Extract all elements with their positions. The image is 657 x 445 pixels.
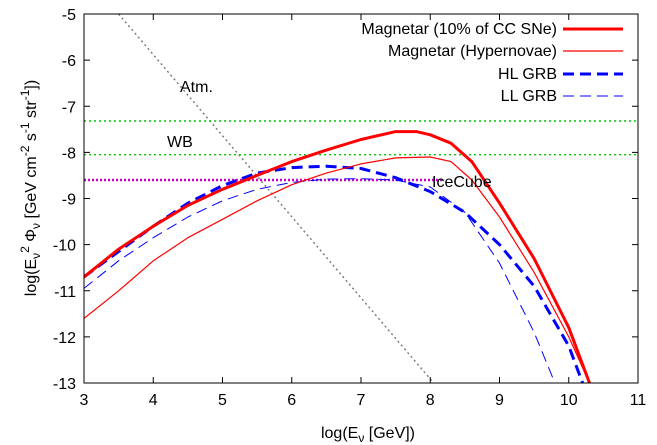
legend-label-ll-grb: LL GRB — [501, 88, 557, 105]
legend-label-hl-grb: HL GRB — [498, 66, 557, 83]
y-tick-label: -7 — [62, 99, 76, 116]
x-tick-label: 5 — [218, 392, 227, 409]
y-tick-label: -11 — [54, 284, 76, 301]
x-tick-label: 10 — [560, 392, 578, 409]
y-tick-label: -8 — [62, 145, 76, 162]
y-tick-label: -9 — [62, 192, 76, 209]
wb-label: WB — [167, 134, 193, 151]
series-line-ll-grb — [84, 178, 556, 383]
series-line-magnetar-hypernovae — [84, 156, 591, 383]
axis-ticks — [83, 13, 639, 384]
x-tick-label: 7 — [357, 392, 366, 409]
y-tick-label: -12 — [53, 330, 76, 347]
y-tick-label: -10 — [53, 238, 76, 255]
y-tick-label: -6 — [62, 53, 76, 70]
y-tick-label: -13 — [53, 376, 76, 393]
x-tick-label: 6 — [287, 392, 296, 409]
x-tick-label: 11 — [630, 392, 647, 409]
x-tick-label: 9 — [495, 392, 504, 409]
plot-lines — [84, 14, 638, 383]
series-line-hl-grb — [84, 164, 585, 383]
x-tick-label: 4 — [149, 392, 158, 409]
x-tick-label: 3 — [80, 392, 89, 409]
atm-label: Atm. — [180, 79, 213, 96]
legend-label-magnetar-cc: Magnetar (10% of CC SNe) — [361, 21, 557, 38]
y-tick-label: -5 — [62, 7, 76, 24]
legend-label-magnetar-hn: Magnetar (Hypernovae) — [388, 43, 557, 60]
legend: Magnetar (10% of CC SNe) Magnetar (Hyper… — [361, 21, 623, 105]
reference-line-atm — [118, 14, 435, 383]
tick-labels: 3 4 5 6 7 8 9 10 11 -5 -6 -7 -8 -9 -10 -11 -12 -13 — [53, 7, 647, 409]
y-axis-title: log(Eν2 Φν [GeV cm-2 s-1 str-1]) — [18, 80, 43, 296]
x-tick-label: 8 — [426, 392, 435, 409]
icecube-label: IceCube — [432, 174, 492, 191]
series-line-magnetar-10-of-cc-sne — [84, 130, 591, 383]
x-axis-title: log(Eν [GeV]) — [321, 425, 415, 445]
